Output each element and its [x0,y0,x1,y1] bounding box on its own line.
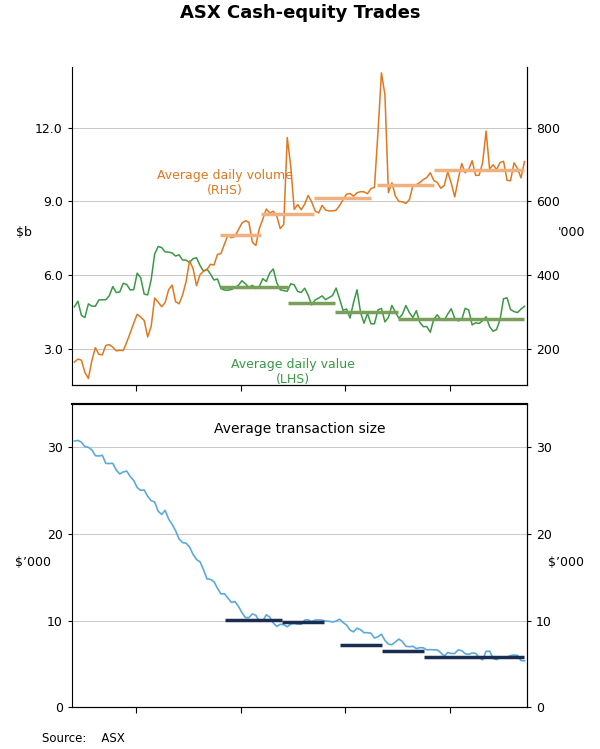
Y-axis label: $b: $b [16,226,32,239]
Y-axis label: '000: '000 [557,226,585,239]
Y-axis label: $’000: $’000 [548,556,584,568]
Text: ASX Cash-equity Trades: ASX Cash-equity Trades [180,4,420,22]
Text: Average daily value
(LHS): Average daily value (LHS) [231,358,355,386]
Text: Average daily volume
(RHS): Average daily volume (RHS) [157,169,293,196]
Text: Average transaction size: Average transaction size [214,422,385,436]
Y-axis label: $’000: $’000 [15,556,51,568]
Text: Source:    ASX: Source: ASX [42,733,125,745]
